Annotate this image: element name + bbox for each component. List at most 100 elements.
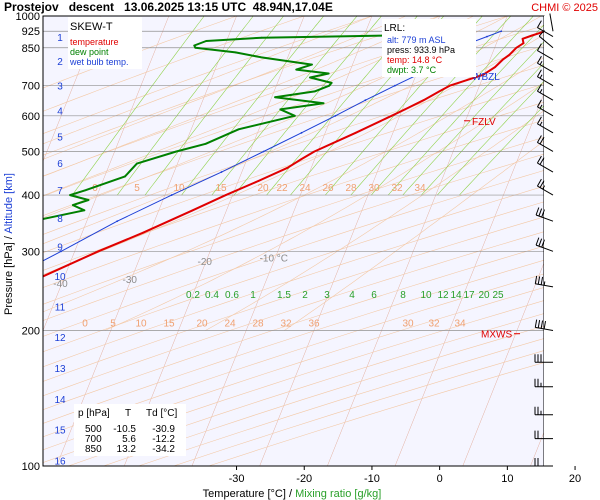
wind-barb-staff bbox=[538, 35, 554, 49]
wind-barb bbox=[534, 430, 553, 440]
mixing-ratio-label: 4 bbox=[349, 290, 355, 301]
dewpoint-line-point bbox=[330, 82, 333, 84]
adiabat-label-400: 15 bbox=[215, 183, 227, 194]
temperature-line-point bbox=[191, 209, 194, 212]
lrl-temp: temp: 14.8 °C bbox=[387, 55, 443, 65]
wind-barb-full bbox=[538, 208, 543, 217]
isotherm-line bbox=[191, 16, 373, 466]
adiabat-label-200: 10 bbox=[135, 319, 147, 330]
x-axis-title: Temperature [°C] / Mixing ratio [g/kg] bbox=[203, 488, 382, 500]
temperature-line-point bbox=[515, 46, 518, 49]
background-label-layer: -80-70-60-50-40-30-20-10 °C0510152024283… bbox=[53, 183, 504, 330]
pressure-tick-label: 925 bbox=[22, 26, 40, 38]
wind-barb-full bbox=[534, 275, 538, 284]
mxws-label: MXWS bbox=[481, 330, 512, 341]
dewpoint-line-point bbox=[194, 46, 197, 49]
table-cell: -12.2 bbox=[152, 434, 175, 445]
table-cell: 850 bbox=[85, 444, 102, 455]
temperature-line-point bbox=[438, 90, 441, 93]
wind-barb-half bbox=[539, 104, 543, 109]
temperature-line-point bbox=[521, 37, 524, 40]
temperature-line-point bbox=[422, 99, 425, 102]
dry-adiabat-line bbox=[43, 185, 544, 353]
y-axis-title: Pressure [hPa] / Altitude [km] bbox=[3, 173, 15, 315]
mixing-ratio-label: 1.5 bbox=[277, 290, 291, 301]
dry-adiabat-line bbox=[43, 201, 544, 368]
x-tick-label: -10 bbox=[364, 473, 380, 485]
dewpoint-line-point bbox=[327, 72, 330, 75]
wind-barb-full bbox=[539, 180, 545, 188]
dry-adiabat-line bbox=[43, 136, 544, 305]
temperature-line-point bbox=[97, 250, 100, 253]
lrl-alt: alt: 779 m ASL bbox=[387, 35, 446, 45]
dry-adiabat-line bbox=[43, 245, 544, 411]
altitude-tick-label: 2 bbox=[57, 57, 63, 68]
altitude-tick-label: 10 bbox=[54, 272, 66, 283]
pressure-tick-label: 300 bbox=[22, 246, 40, 258]
wind-barb bbox=[536, 155, 554, 173]
wind-barb-full bbox=[541, 239, 545, 248]
adiabat-label-400: 32 bbox=[391, 183, 403, 194]
mixing-ratio-label: 2 bbox=[302, 290, 308, 301]
altitude-tick-label: 15 bbox=[54, 426, 66, 437]
temperature-line-point bbox=[448, 84, 451, 87]
isotherm-label: -30 bbox=[122, 275, 137, 286]
wind-barb-full bbox=[537, 319, 541, 329]
table-cell: 700 bbox=[85, 434, 102, 445]
wind-barb bbox=[534, 319, 554, 332]
dewpoint-line-point bbox=[295, 68, 298, 71]
isotherm-line bbox=[394, 92, 544, 466]
adiabat-label-200: 34 bbox=[454, 319, 466, 330]
wetbulb-line-point bbox=[393, 84, 396, 87]
isotherm-line bbox=[56, 16, 237, 466]
dry-adiabat-line bbox=[43, 119, 544, 288]
mixing-ratio-label: 17 bbox=[463, 290, 475, 301]
dry-adiabat-line bbox=[43, 101, 544, 271]
profile-layer bbox=[43, 30, 544, 278]
wind-barb-full bbox=[535, 207, 540, 216]
altitude-tick-label: 8 bbox=[57, 214, 63, 225]
altitude-tick-label: 11 bbox=[55, 302, 66, 313]
adiabat-label-400: 20 bbox=[257, 183, 269, 194]
wind-barb-full bbox=[538, 238, 543, 247]
temperature-line-point bbox=[354, 131, 357, 134]
isotherm-label: -40 bbox=[53, 279, 68, 290]
lrl-dwpt: dwpt: 3.7 °C bbox=[387, 65, 437, 75]
dewpoint-line-point bbox=[193, 44, 196, 47]
adiabat-label-200: 30 bbox=[402, 319, 414, 330]
legend-title: SKEW-T bbox=[70, 21, 113, 33]
wind-barb bbox=[534, 458, 553, 467]
mixing-ratio-label: 3 bbox=[324, 290, 330, 301]
wind-barb-half bbox=[539, 61, 543, 65]
wetbulb-line-point bbox=[300, 131, 303, 134]
temperature-line-point bbox=[300, 158, 302, 161]
wetbulb-line-point bbox=[262, 150, 265, 153]
adiabat-label-400: 24 bbox=[299, 183, 311, 194]
wind-barb-full bbox=[543, 321, 547, 330]
temperature-line-point bbox=[142, 231, 145, 234]
wind-barb-half bbox=[539, 74, 543, 79]
wind-barb bbox=[535, 207, 554, 222]
dry-adiabat-line bbox=[43, 273, 544, 438]
dewpoint-line-point bbox=[69, 194, 72, 196]
moist-adiabat-line bbox=[284, 140, 544, 331]
altitude-tick-label: 4 bbox=[57, 107, 63, 118]
wind-barb bbox=[534, 378, 553, 388]
wetbulb-line-point bbox=[116, 220, 119, 223]
wetbulb-line-point bbox=[500, 30, 503, 33]
wind-barb-full bbox=[540, 320, 544, 329]
wind-barb-full bbox=[536, 69, 542, 77]
dewpoint-line-point bbox=[124, 175, 126, 178]
wind-barb-half bbox=[542, 185, 546, 190]
adiabat-label-200: 32 bbox=[280, 319, 292, 330]
dewpoint-line-point bbox=[274, 96, 277, 99]
wetbulb-line-point bbox=[334, 114, 337, 117]
temperature-line-point bbox=[224, 194, 227, 196]
isotherm-label: -10 °C bbox=[260, 253, 288, 264]
wetbulb-line-point bbox=[220, 171, 223, 173]
wind-barb bbox=[536, 99, 554, 117]
isotherm-line bbox=[259, 16, 440, 466]
legend-item-temperature: temperature bbox=[70, 37, 119, 47]
wind-barb bbox=[534, 354, 553, 363]
dewpoint-line-point bbox=[279, 108, 282, 111]
